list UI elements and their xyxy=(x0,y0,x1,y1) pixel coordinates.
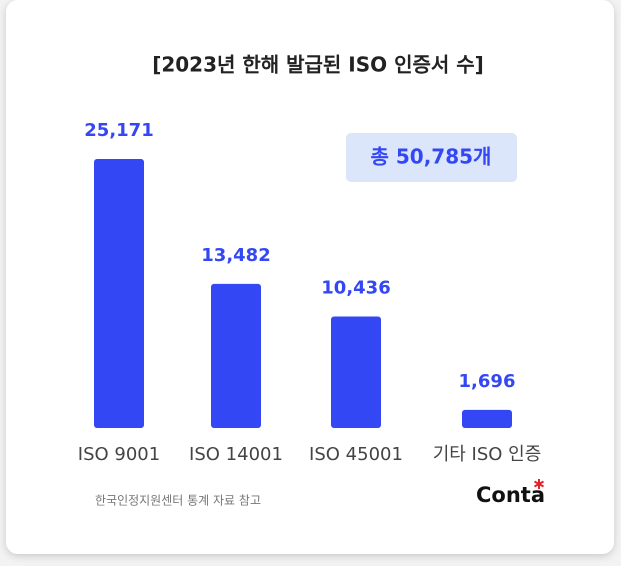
x-tick-label: ISO 45001 xyxy=(309,444,403,465)
brand-logo: Conta xyxy=(476,483,545,507)
value-label: 25,171 xyxy=(84,120,153,141)
x-tick-label: ISO 9001 xyxy=(78,444,160,465)
bar xyxy=(94,159,144,428)
source-note: 한국인정지원센터 통계 자료 참고 xyxy=(95,494,261,508)
total-label: 총 50,785개 xyxy=(371,145,492,169)
total-badge xyxy=(346,133,517,182)
value-label: 13,482 xyxy=(201,245,270,266)
value-label: 10,436 xyxy=(321,277,390,298)
chart-title: [2023년 한해 발급된 ISO 인증서 수] xyxy=(152,53,484,77)
x-tick-label: ISO 14001 xyxy=(189,444,283,465)
bar xyxy=(211,283,261,428)
x-tick-label: 기타 ISO 인증 xyxy=(433,444,542,465)
value-label: 1,696 xyxy=(459,371,516,392)
brand-asterisk xyxy=(534,479,544,489)
bar xyxy=(462,409,512,428)
bar xyxy=(331,316,381,428)
